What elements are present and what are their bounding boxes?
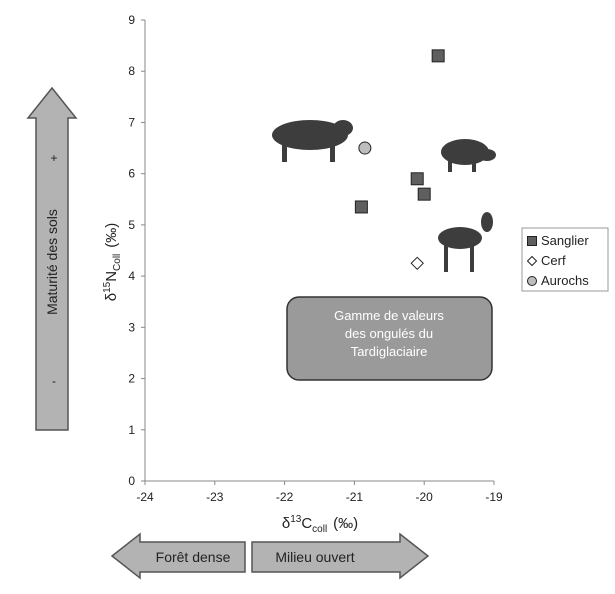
annotation-text: Gamme de valeurs — [334, 308, 444, 323]
y-tick-label: 4 — [128, 269, 135, 283]
arrow-label: Maturité des sols — [44, 209, 60, 315]
x-arrow-left — [110, 532, 246, 580]
y-tick-label: 6 — [128, 167, 135, 181]
y-axis-label-part: δ — [103, 293, 120, 301]
animal-illustrations — [272, 120, 496, 272]
y-tick-label: 2 — [128, 372, 135, 386]
legend-marker — [527, 276, 537, 286]
legend-marker — [527, 236, 537, 246]
x-axis-label-part: 13 — [290, 514, 302, 525]
point — [431, 49, 445, 63]
x-axis-label-part: C — [301, 515, 312, 532]
x-axis-label: δ13Ccoll (‰) — [282, 514, 358, 535]
arrow-right-label: Milieu ouvert — [275, 549, 354, 565]
annotation-text: des ongulés du — [345, 326, 433, 341]
y-arrow — [26, 86, 78, 431]
point — [354, 200, 368, 214]
y-axis-label-part: 15 — [102, 281, 113, 293]
arrow-left-label: Forêt dense — [156, 549, 231, 565]
legend-label: Aurochs — [541, 273, 589, 288]
y-axis-label: δ15NColl (‰) — [102, 223, 123, 302]
y-tick-label: 8 — [128, 64, 135, 78]
y-axis-label-part: (‰) — [103, 223, 120, 248]
point — [417, 187, 431, 201]
x-axis-label-part: δ — [282, 515, 290, 532]
point — [358, 141, 372, 155]
x-tick-label: -21 — [346, 490, 364, 504]
annotation-text: Tardiglaciaire — [351, 344, 428, 359]
legend-label: Cerf — [541, 253, 566, 268]
x-tick-label: -22 — [276, 490, 294, 504]
annotation-box — [286, 296, 493, 381]
point — [410, 172, 424, 186]
x-tick-label: -24 — [136, 490, 154, 504]
y-axis-label-part: N — [103, 271, 120, 282]
y-tick-label: 7 — [128, 115, 135, 129]
legend-label: Sanglier — [541, 233, 589, 248]
x-axis-label-part: (‰) — [333, 515, 358, 532]
x-tick-label: -20 — [416, 490, 434, 504]
arrow-plus: + — [50, 151, 57, 165]
y-tick-label: 9 — [128, 13, 135, 27]
point — [410, 256, 424, 271]
x-axis-label-part: coll — [312, 524, 327, 535]
arrow-minus: - — [52, 374, 56, 388]
y-tick-label: 3 — [128, 320, 135, 334]
x-arrow-right — [251, 532, 430, 580]
x-tick-label: -19 — [485, 490, 503, 504]
y-axis-label-part: Coll — [112, 254, 123, 271]
y-tick-label: 0 — [128, 474, 135, 488]
legend-marker — [526, 255, 538, 267]
y-tick-label: 1 — [128, 423, 135, 437]
y-tick-label: 5 — [128, 218, 135, 232]
x-tick-label: -23 — [206, 490, 224, 504]
